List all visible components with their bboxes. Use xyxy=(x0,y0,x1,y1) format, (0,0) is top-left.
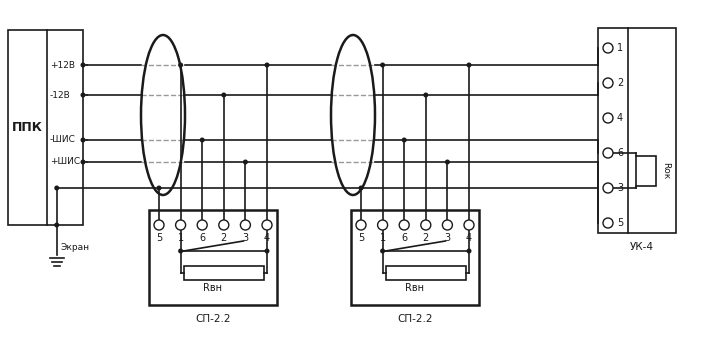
Circle shape xyxy=(221,92,227,98)
Text: 2: 2 xyxy=(617,78,623,88)
Circle shape xyxy=(467,249,472,253)
Circle shape xyxy=(467,63,472,67)
Bar xyxy=(8,30,83,225)
Text: +ШИС: +ШИС xyxy=(50,158,80,166)
Text: Экран: Экран xyxy=(61,242,90,252)
Text: 5: 5 xyxy=(358,233,364,243)
Circle shape xyxy=(178,63,183,67)
Circle shape xyxy=(80,138,85,142)
Circle shape xyxy=(54,222,59,228)
Text: 5: 5 xyxy=(617,218,623,228)
Circle shape xyxy=(424,92,429,98)
Circle shape xyxy=(603,218,613,228)
Text: 1: 1 xyxy=(177,233,184,243)
Circle shape xyxy=(603,113,613,123)
Circle shape xyxy=(380,249,385,253)
Circle shape xyxy=(356,220,366,230)
Text: -ШИС: -ШИС xyxy=(50,135,76,145)
Text: 6: 6 xyxy=(199,233,205,243)
Bar xyxy=(149,210,277,305)
Circle shape xyxy=(200,138,205,142)
Text: 3: 3 xyxy=(242,233,249,243)
Circle shape xyxy=(80,159,85,165)
Circle shape xyxy=(378,220,388,230)
Circle shape xyxy=(445,159,450,165)
Text: 4: 4 xyxy=(466,233,472,243)
Bar xyxy=(598,28,676,233)
Text: ППК: ППК xyxy=(12,121,43,134)
Circle shape xyxy=(603,78,613,88)
Text: -12В: -12В xyxy=(50,91,71,99)
Circle shape xyxy=(402,138,407,142)
Bar xyxy=(636,155,656,186)
Text: 6: 6 xyxy=(401,233,407,243)
Circle shape xyxy=(197,220,207,230)
Circle shape xyxy=(380,63,385,67)
Circle shape xyxy=(265,63,270,67)
Circle shape xyxy=(603,183,613,193)
Circle shape xyxy=(178,249,183,253)
Circle shape xyxy=(603,43,613,53)
Circle shape xyxy=(464,220,474,230)
Circle shape xyxy=(243,159,248,165)
Text: 2: 2 xyxy=(423,233,429,243)
Text: 6: 6 xyxy=(617,148,623,158)
Circle shape xyxy=(443,220,453,230)
Text: 4: 4 xyxy=(264,233,270,243)
Text: 1: 1 xyxy=(617,43,623,53)
Circle shape xyxy=(421,220,431,230)
Text: 4: 4 xyxy=(617,113,623,123)
Text: Rвн: Rвн xyxy=(203,283,222,293)
Text: 3: 3 xyxy=(444,233,450,243)
Circle shape xyxy=(399,220,409,230)
Text: 5: 5 xyxy=(156,233,162,243)
Text: Rок: Rок xyxy=(662,162,671,179)
Circle shape xyxy=(80,63,85,67)
Circle shape xyxy=(262,220,272,230)
Circle shape xyxy=(157,186,162,190)
Circle shape xyxy=(80,92,85,98)
Bar xyxy=(184,266,264,280)
Circle shape xyxy=(241,220,251,230)
Circle shape xyxy=(176,220,186,230)
Text: Rвн: Rвн xyxy=(405,283,424,293)
Bar xyxy=(385,266,466,280)
Text: 3: 3 xyxy=(617,183,623,193)
Text: 1: 1 xyxy=(380,233,385,243)
Text: СП-2.2: СП-2.2 xyxy=(196,314,231,324)
Circle shape xyxy=(603,148,613,158)
Bar xyxy=(351,210,479,305)
Circle shape xyxy=(154,220,164,230)
Text: 2: 2 xyxy=(221,233,227,243)
Circle shape xyxy=(54,186,59,190)
Circle shape xyxy=(219,220,229,230)
Text: +12В: +12В xyxy=(50,60,75,70)
Text: УК-4: УК-4 xyxy=(630,242,654,252)
Text: СП-2.2: СП-2.2 xyxy=(397,314,433,324)
Circle shape xyxy=(265,249,270,253)
Circle shape xyxy=(359,186,364,190)
